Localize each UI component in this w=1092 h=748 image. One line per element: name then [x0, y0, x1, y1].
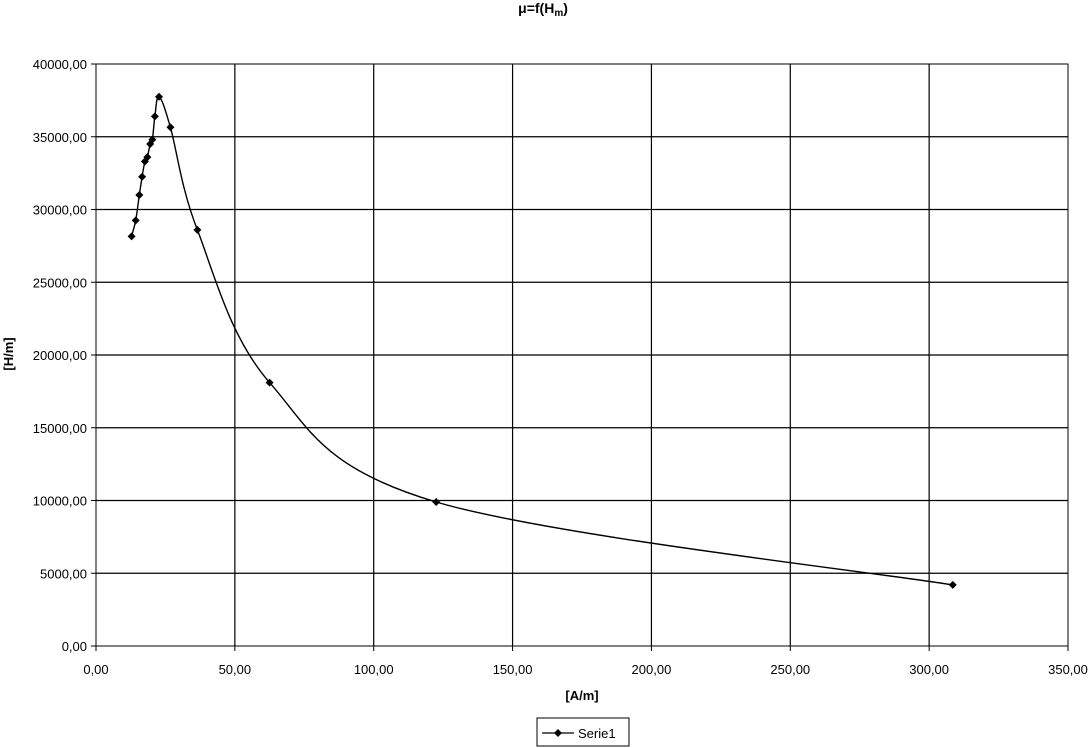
- x-tick-label: 300,00: [909, 662, 949, 677]
- x-tick-label: 50,00: [219, 662, 252, 677]
- data-point: [131, 216, 140, 225]
- data-point: [432, 497, 441, 506]
- legend-diamond-marker: [554, 729, 562, 737]
- legend: Serie1: [536, 717, 630, 747]
- data-point: [127, 232, 136, 241]
- data-point: [265, 378, 274, 387]
- x-tick-label: 100,00: [354, 662, 394, 677]
- y-tick-label: 15000,00: [33, 421, 87, 436]
- legend-label: Serie1: [578, 726, 616, 741]
- y-tick-label: 10000,00: [33, 494, 87, 509]
- data-point: [150, 112, 159, 121]
- chart-title: μ=f(Hm): [518, 0, 568, 19]
- y-tick-label: 5000,00: [40, 566, 87, 581]
- data-point: [148, 135, 157, 144]
- y-tick-label: 0,00: [62, 639, 87, 654]
- y-tick-label: 20000,00: [33, 348, 87, 363]
- y-tick-label: 40000,00: [33, 57, 87, 72]
- series-line: [130, 95, 953, 586]
- x-axis-title: [A/m]: [565, 688, 598, 703]
- chart-title-close: ): [563, 0, 568, 16]
- chart-title-mu: μ: [518, 0, 527, 16]
- y-tick-label: 30000,00: [33, 203, 87, 218]
- data-point: [948, 580, 957, 589]
- grid: [96, 64, 1068, 646]
- axis-ticks: [91, 63, 1069, 651]
- y-axis-title: [H/m]: [1, 337, 16, 370]
- x-tick-label: 200,00: [632, 662, 672, 677]
- data-point: [155, 92, 164, 101]
- x-tick-label: 350,00: [1048, 662, 1088, 677]
- data-point: [193, 225, 202, 234]
- x-tick-labels: 0,00 50,00 100,00 150,00 200,00 250,00 300,00 3…: [83, 662, 1088, 677]
- data-point: [135, 190, 144, 199]
- y-tick-label: 25000,00: [33, 275, 87, 290]
- x-tick-label: 250,00: [770, 662, 810, 677]
- chart-title-text: =f(H: [527, 0, 555, 16]
- y-tick-label: 35000,00: [33, 130, 87, 145]
- x-tick-label: 150,00: [493, 662, 533, 677]
- x-tick-label: 0,00: [83, 662, 108, 677]
- y-tick-labels: 0,00 5000,00 10000,00 15000,00 20000,00 25000…: [33, 57, 87, 654]
- chart-title-subscript: m: [554, 8, 563, 19]
- legend-box: [536, 717, 630, 747]
- data-point: [143, 153, 152, 162]
- data-point: [166, 123, 175, 132]
- series-serie1: [127, 92, 957, 589]
- data-point: [138, 172, 147, 181]
